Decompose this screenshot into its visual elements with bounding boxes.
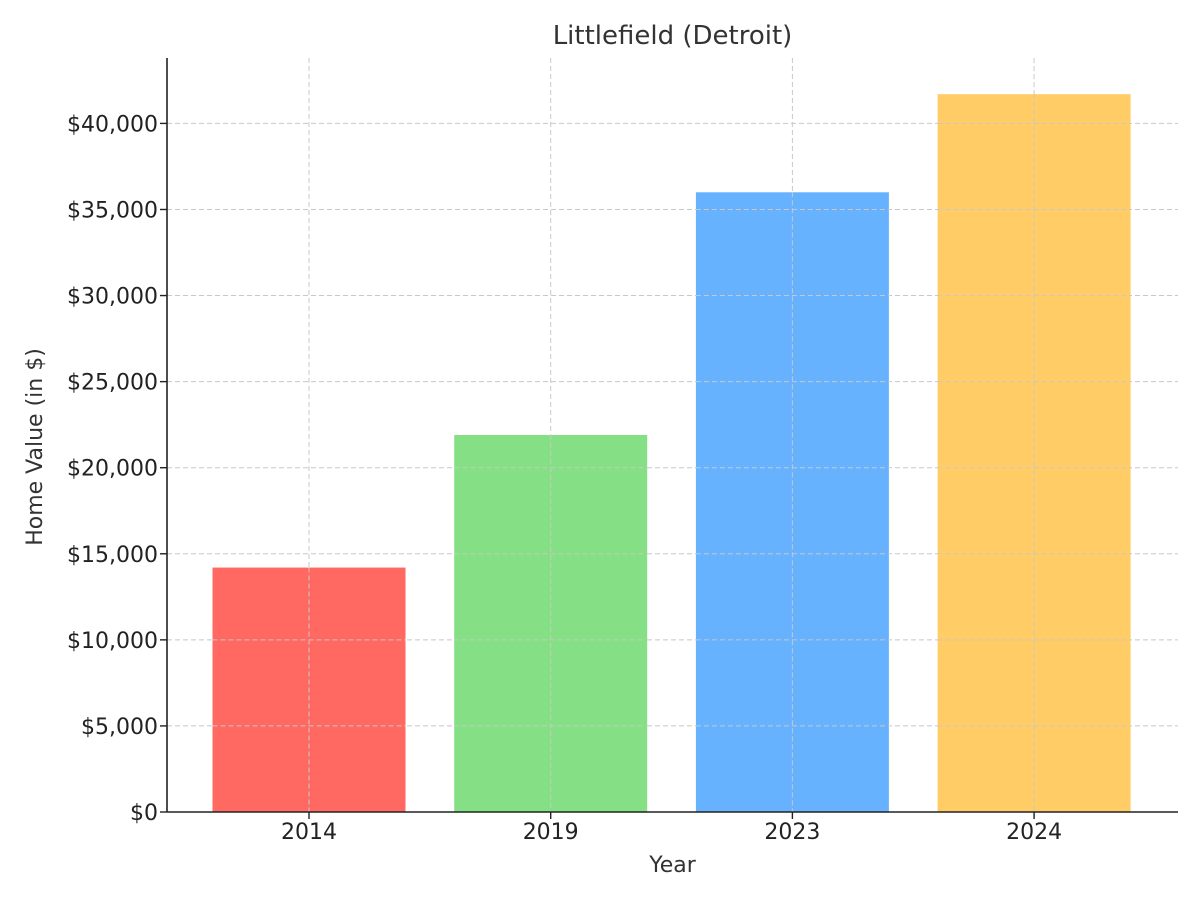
chart-title: Littlefield (Detroit) xyxy=(553,21,793,51)
axes-layer xyxy=(166,58,1178,813)
y-tick-label: $10,000 xyxy=(67,629,158,654)
y-tick-label: $40,000 xyxy=(67,112,158,137)
y-tick-label: $30,000 xyxy=(67,285,158,310)
bars-layer xyxy=(212,94,1131,812)
bar-2024 xyxy=(937,94,1131,812)
y-tick-label: $5,000 xyxy=(81,715,158,740)
y-tick-label: $15,000 xyxy=(67,543,158,568)
x-tick-label: 2014 xyxy=(281,820,337,845)
x-tick-label: 2024 xyxy=(1006,820,1062,845)
y-tick-label: $35,000 xyxy=(67,198,158,223)
x-tick-label: 2019 xyxy=(523,820,579,845)
x-tick-label: 2023 xyxy=(764,820,820,845)
y-axis-label: Home Value (in $) xyxy=(23,348,48,546)
y-tick-label: $20,000 xyxy=(67,457,158,482)
y-tick-label: $25,000 xyxy=(67,371,158,396)
ticks-layer: $0 $5,000 $10,000 $15,000 $20,000 $25,000 $30,… xyxy=(67,112,1062,845)
x-axis-label: Year xyxy=(648,853,697,878)
y-tick-label: $0 xyxy=(130,801,158,826)
